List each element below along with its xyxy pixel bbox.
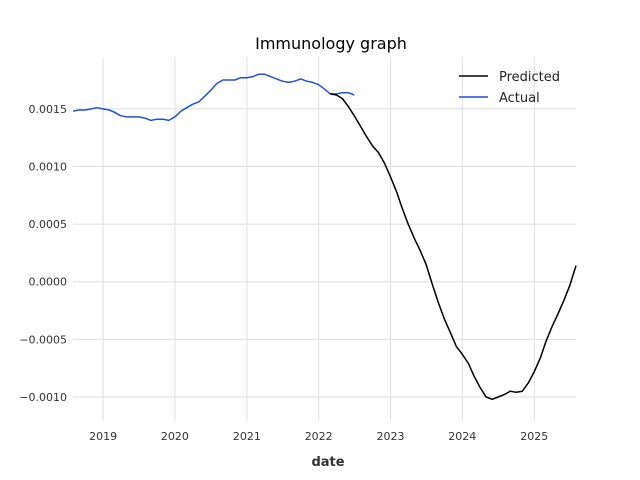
y-tick-label: 0.0005	[29, 218, 68, 231]
x-tick-label: 2025	[520, 430, 548, 443]
x-tick-label: 2024	[448, 430, 476, 443]
x-tick-label: 2020	[161, 430, 189, 443]
y-tick-label: 0.0000	[29, 276, 68, 289]
legend-label-actual: Actual	[499, 91, 540, 106]
y-tick-label: −0.0010	[19, 391, 67, 404]
x-axis-label: date	[311, 455, 344, 470]
series-line-predicted	[330, 93, 577, 401]
tick-layer: 0.0015 0.0010 0.0005 0.0000 −0.0005 −0.0010 20…	[19, 103, 548, 443]
y-tick-label: 0.0015	[29, 103, 68, 116]
x-tick-label: 2019	[89, 430, 117, 443]
series-line-actual	[72, 73, 355, 122]
x-tick-label: 2022	[305, 430, 333, 443]
x-tick-label: 2023	[376, 430, 404, 443]
grid-layer	[73, 57, 576, 420]
chart-title: Immunology graph	[255, 34, 407, 53]
y-tick-label: −0.0005	[19, 333, 67, 346]
legend-label-predicted: Predicted	[499, 70, 560, 85]
x-tick-label: 2021	[233, 430, 261, 443]
series-layer	[72, 73, 577, 401]
y-tick-label: 0.0010	[29, 160, 68, 173]
legend: Predicted Actual	[459, 70, 560, 106]
